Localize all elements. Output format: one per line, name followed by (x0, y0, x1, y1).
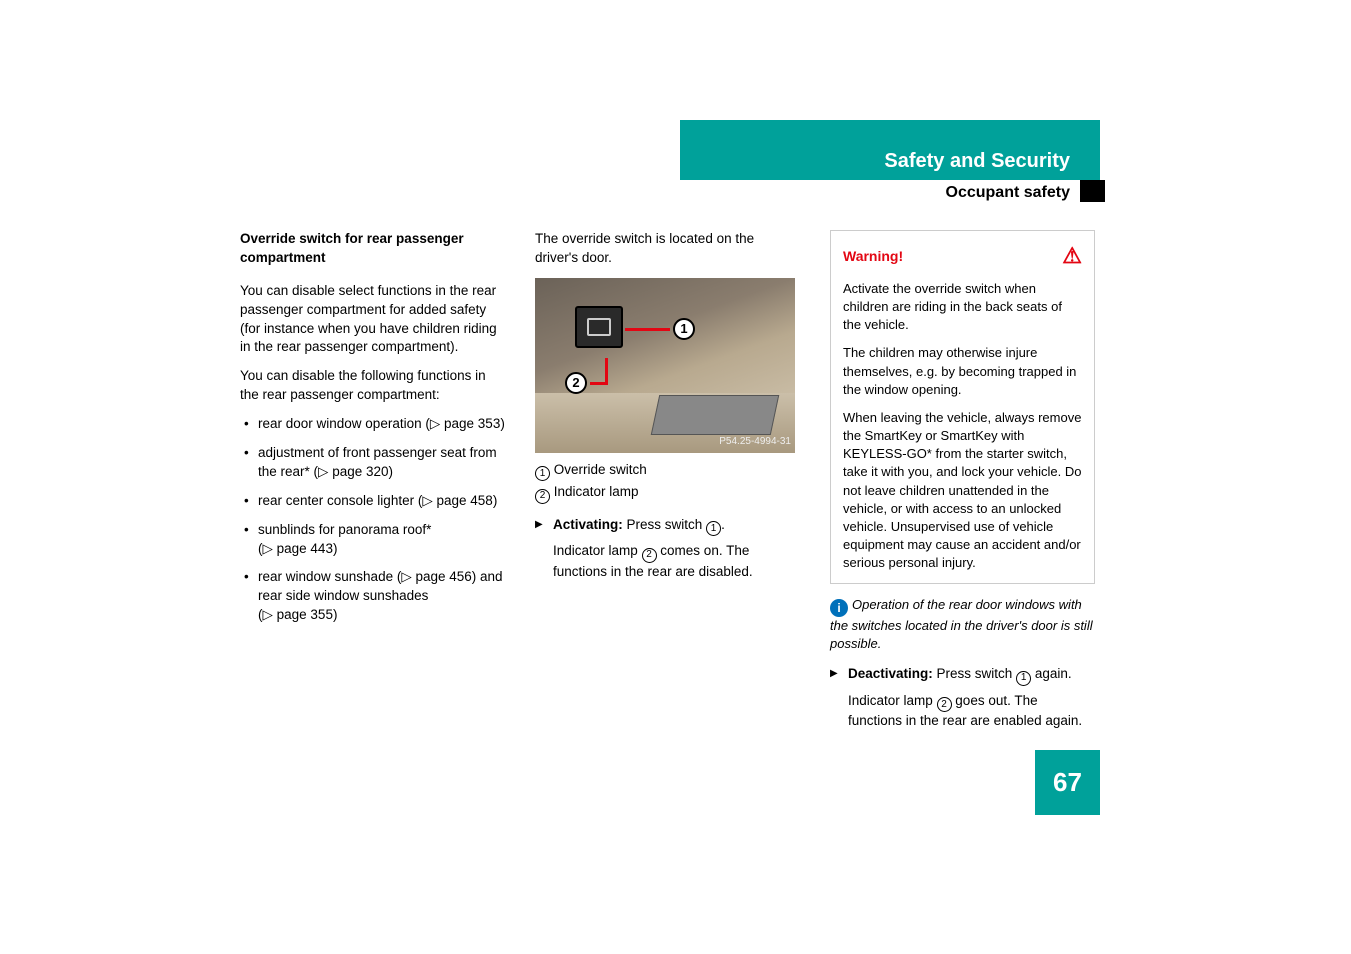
list-text: rear center console lighter (258, 493, 414, 508)
warning-title: Warning! (843, 247, 903, 267)
col1-heading: Override switch for rear passenger compa… (240, 230, 505, 268)
list-text: rear window sunshade (▷ page 456) and re… (258, 569, 503, 603)
step-label: Activating: (553, 517, 623, 532)
legend-2-text: Indicator lamp (554, 484, 639, 499)
warning-p2: The children may otherwise injure themse… (843, 344, 1082, 399)
step-body-a: Indicator lamp (848, 693, 937, 708)
figure-callout-1: 1 (673, 318, 695, 340)
list-item: rear door window operation (▷ page 353) (240, 415, 505, 434)
xref-page: page 353 (444, 416, 500, 431)
figure-switch-panel (651, 395, 780, 435)
step-deactivating: Deactivating: Press switch 1 again. (830, 665, 1095, 686)
step-text: Press switch (627, 517, 703, 532)
xref: (▷ page 355) (258, 607, 337, 622)
xref-page: page 320 (332, 464, 388, 479)
step-activating: Activating: Press switch 1. (535, 516, 800, 537)
list-text: sunblinds for panorama roof* (258, 522, 431, 537)
step-after: again. (1031, 666, 1072, 681)
xref: (▷ page 458) (418, 493, 497, 508)
list-item: adjustment of front passenger seat from … (240, 444, 505, 482)
xref-page: page 355 (277, 607, 333, 622)
info-note: iOperation of the rear door windows with… (830, 596, 1095, 654)
figure-leader-1 (625, 328, 670, 331)
circled-2-icon: 2 (535, 489, 550, 504)
list-item: rear window sunshade (▷ page 456) and re… (240, 568, 505, 625)
col1-p1: You can disable select functions in the … (240, 282, 505, 358)
column-3: Warning! ⚠ Activate the override switch … (830, 230, 1095, 741)
step-after: . (721, 517, 725, 532)
section-title: Occupant safety (680, 184, 1070, 202)
warning-header: Warning! ⚠ (843, 241, 1082, 272)
figure-leader-2 (605, 358, 608, 382)
xref: (▷ page 353) (425, 416, 504, 431)
warning-triangle-icon: ⚠ (1062, 241, 1082, 272)
warning-p3: When leaving the vehicle, always remove … (843, 409, 1082, 573)
circled-2-icon: 2 (642, 548, 657, 563)
chapter-title: Safety and Security (680, 150, 1070, 173)
figure-code: P54.25-4994-31 (719, 435, 791, 449)
warning-box: Warning! ⚠ Activate the override switch … (830, 230, 1095, 584)
col1-p2: You can disable the following functions … (240, 367, 505, 405)
legend-1: 1 Override switch (535, 461, 800, 482)
figure-callout-2: 2 (565, 372, 587, 394)
list-item: rear center console lighter (▷ page 458) (240, 492, 505, 511)
step-deactivating-body: Indicator lamp 2 goes out. The functions… (830, 692, 1095, 731)
legend-2: 2 Indicator lamp (535, 483, 800, 504)
col1-list: rear door window operation (▷ page 353) … (240, 415, 505, 625)
xref-page: page 458 (437, 493, 493, 508)
circled-1-icon: 1 (1016, 671, 1031, 686)
figure-override-switch (575, 306, 623, 348)
step-body-a: Indicator lamp (553, 543, 642, 558)
xref-page: page 443 (277, 541, 333, 556)
circled-1-icon: 1 (535, 466, 550, 481)
step-text: Press switch (937, 666, 1013, 681)
info-note-text: Operation of the rear door windows with … (830, 597, 1093, 652)
list-text: rear door window operation (258, 416, 422, 431)
xref: (▷ page 320) (314, 464, 393, 479)
warning-p1: Activate the override switch when childr… (843, 280, 1082, 335)
column-2: The override switch is located on the dr… (535, 230, 800, 741)
step-label: Deactivating: (848, 666, 933, 681)
col2-p1: The override switch is located on the dr… (535, 230, 800, 268)
figure-leader-2b (590, 382, 608, 385)
list-item: sunblinds for panorama roof* (▷ page 443… (240, 521, 505, 559)
circled-2-icon: 2 (937, 697, 952, 712)
column-1: Override switch for rear passenger compa… (240, 230, 505, 741)
info-icon: i (830, 599, 848, 617)
circled-1-icon: 1 (706, 521, 721, 536)
xref: (▷ page 443) (258, 541, 337, 556)
page-number: 67 (1035, 750, 1100, 815)
step-activating-body: Indicator lamp 2 comes on. The functions… (535, 542, 800, 581)
page-content: Override switch for rear passenger compa… (240, 230, 1100, 741)
override-switch-figure: 1 2 P54.25-4994-31 (535, 278, 795, 453)
thumb-tab (1080, 180, 1105, 202)
legend-1-text: Override switch (554, 462, 647, 477)
